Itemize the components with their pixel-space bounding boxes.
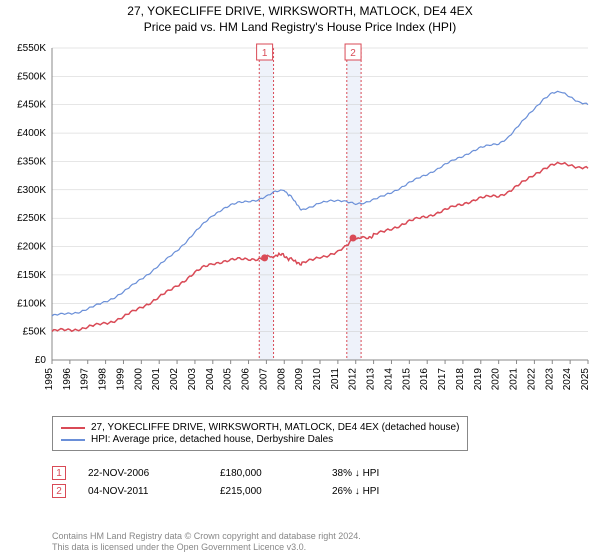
chart-area: £0 £50K £100K £150K £200K £250K £300K £350K £400… [6, 40, 594, 410]
legend-swatch [61, 427, 85, 429]
x-tick-label: 2005 [223, 368, 234, 391]
footer-line1: Contains HM Land Registry data © Crown c… [52, 531, 361, 543]
y-tick-label: £150K [17, 270, 46, 281]
x-tick-label: 2004 [205, 368, 216, 391]
x-tick-label: 1995 [44, 368, 55, 391]
sale-marker-label: 2 [350, 48, 356, 59]
sales-date: 22-NOV-2006 [88, 468, 198, 479]
y-tick-label: £200K [17, 242, 46, 253]
sales-row: 1 22-NOV-2006 £180,000 38% ↓ HPI [52, 466, 452, 480]
sales-pct-vs-hpi: 26% ↓ HPI [332, 486, 452, 497]
y-tick-label: £350K [17, 156, 46, 167]
x-tick-label: 2003 [187, 368, 198, 391]
sale-marker-label: 1 [262, 48, 268, 59]
x-tick-label: 2010 [312, 368, 323, 391]
x-tick-label: 1998 [98, 368, 109, 391]
x-tick-label: 2013 [366, 368, 377, 391]
series-hpi [52, 91, 588, 316]
y-tick-label: £250K [17, 213, 46, 224]
sales-marker: 2 [52, 484, 66, 498]
x-tick-label: 2007 [258, 368, 269, 391]
chart-subtitle: Price paid vs. HM Land Registry's House … [0, 20, 600, 34]
y-tick-label: £300K [17, 185, 46, 196]
series-property [52, 162, 588, 331]
x-tick-label: 2002 [169, 368, 180, 391]
chart-title-address: 27, YOKECLIFFE DRIVE, WIRKSWORTH, MATLOC… [0, 4, 600, 18]
x-tick-label: 2016 [419, 368, 430, 391]
x-tick-label: 2008 [276, 368, 287, 391]
sale-point [350, 235, 357, 242]
x-tick-label: 1999 [115, 368, 126, 391]
chart-svg: £0 £50K £100K £150K £200K £250K £300K £350K £400… [6, 40, 594, 410]
footer-attribution: Contains HM Land Registry data © Crown c… [52, 531, 361, 554]
x-tick-label: 2017 [437, 368, 448, 391]
y-tick-label: £550K [17, 43, 46, 54]
sales-price: £180,000 [220, 468, 310, 479]
x-tick-label: 2014 [383, 368, 394, 391]
x-tick-label: 1997 [80, 368, 91, 391]
x-tick-label: 2019 [473, 368, 484, 391]
x-tick-label: 2018 [455, 368, 466, 391]
x-tick-label: 2012 [348, 368, 359, 391]
x-tick-label: 2000 [133, 368, 144, 391]
sales-price: £215,000 [220, 486, 310, 497]
sales-table: 1 22-NOV-2006 £180,000 38% ↓ HPI 2 04-NOV-201… [52, 462, 452, 502]
x-tick-label: 2022 [526, 368, 537, 391]
legend-row: 27, YOKECLIFFE DRIVE, WIRKSWORTH, MATLOC… [61, 422, 459, 433]
title-block: 27, YOKECLIFFE DRIVE, WIRKSWORTH, MATLOC… [0, 0, 600, 36]
x-tick-label: 2021 [509, 368, 520, 391]
x-tick-label: 2001 [151, 368, 162, 391]
sales-pct-vs-hpi: 38% ↓ HPI [332, 468, 452, 479]
legend-label: HPI: Average price, detached house, Derb… [91, 434, 333, 445]
footer-line2: This data is licensed under the Open Gov… [52, 542, 361, 554]
sales-marker: 1 [52, 466, 66, 480]
legend-label: 27, YOKECLIFFE DRIVE, WIRKSWORTH, MATLOC… [91, 422, 459, 433]
y-tick-label: £450K [17, 100, 46, 111]
y-tick-label: £100K [17, 298, 46, 309]
y-tick-label: £400K [17, 128, 46, 139]
x-tick-label: 2015 [401, 368, 412, 391]
x-tick-label: 2023 [544, 368, 555, 391]
legend-row: HPI: Average price, detached house, Derb… [61, 434, 459, 445]
legend-box: 27, YOKECLIFFE DRIVE, WIRKSWORTH, MATLOC… [52, 416, 468, 451]
x-tick-label: 2009 [294, 368, 305, 391]
y-tick-label: £0 [35, 355, 47, 366]
x-tick-label: 2025 [580, 368, 591, 391]
y-tick-label: £50K [23, 327, 47, 338]
x-tick-label: 1996 [62, 368, 73, 391]
x-tick-label: 2024 [562, 368, 573, 391]
chart-container: 27, YOKECLIFFE DRIVE, WIRKSWORTH, MATLOC… [0, 0, 600, 560]
sales-date: 04-NOV-2011 [88, 486, 198, 497]
x-tick-label: 2006 [241, 368, 252, 391]
sale-point [261, 254, 268, 261]
sales-row: 2 04-NOV-2011 £215,000 26% ↓ HPI [52, 484, 452, 498]
x-tick-label: 2011 [330, 368, 341, 390]
legend-swatch [61, 439, 85, 441]
highlight-band [259, 48, 273, 360]
y-tick-label: £500K [17, 71, 46, 82]
x-tick-label: 2020 [491, 368, 502, 391]
